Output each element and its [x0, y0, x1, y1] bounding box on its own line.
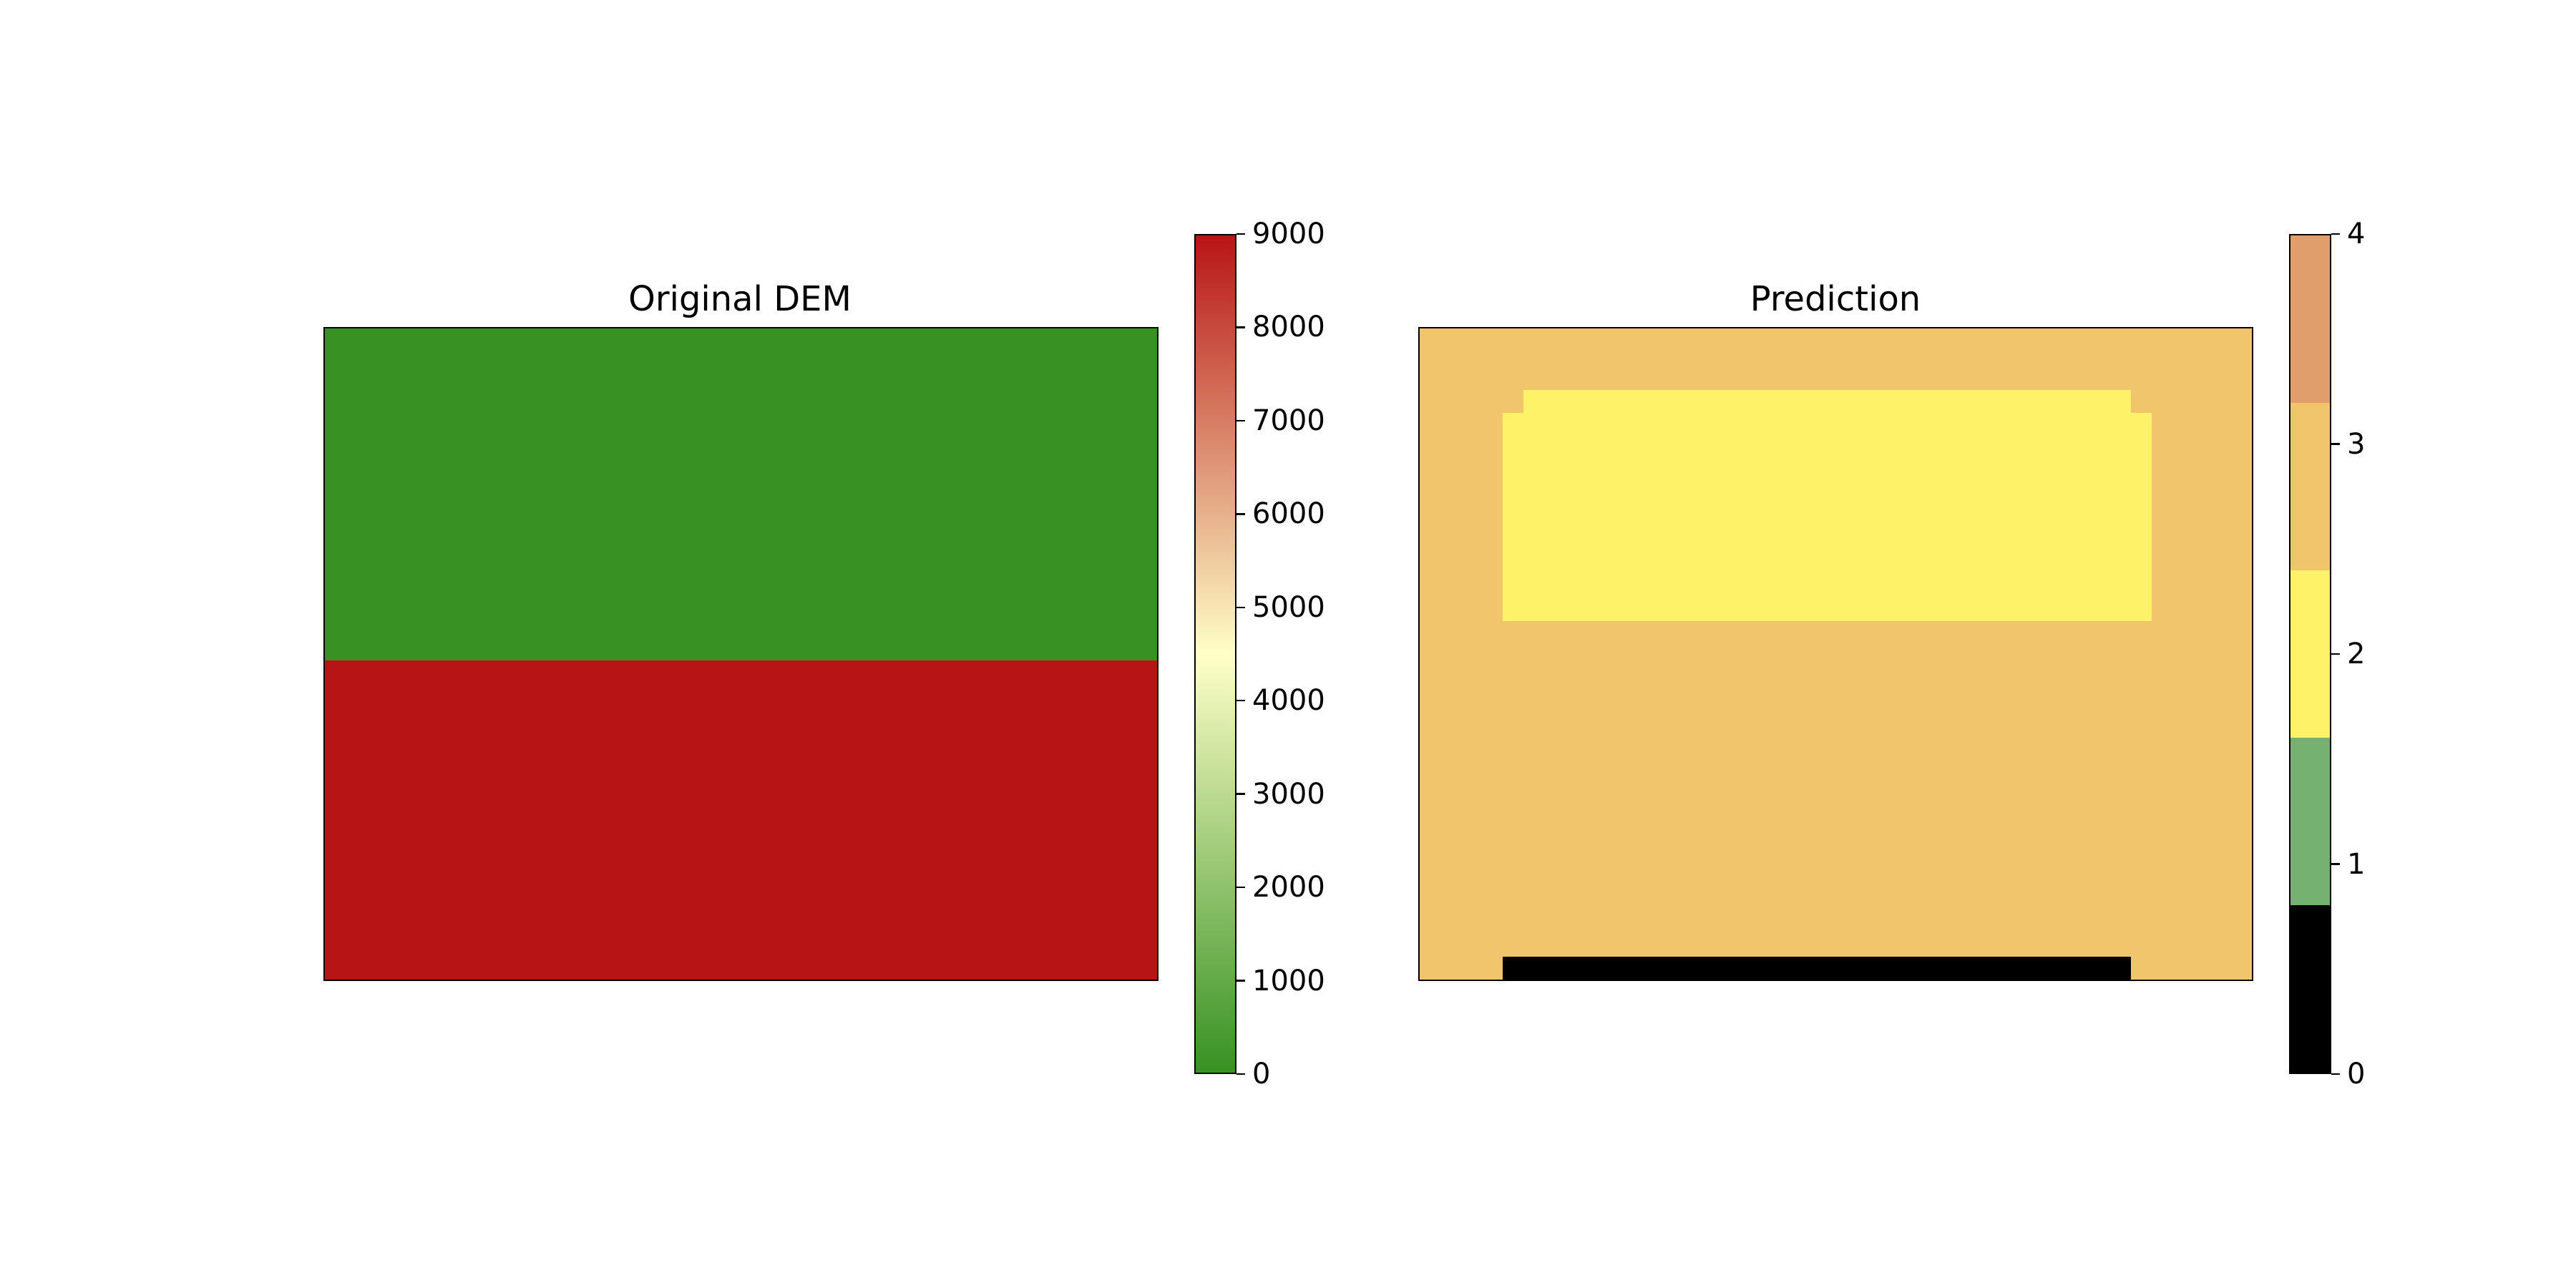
- prediction-colorbar-tick-label: 2: [2347, 638, 2366, 670]
- dem-colorbar-tick: [1236, 699, 1245, 702]
- dem-colorbar-tick: [1236, 1073, 1245, 1075]
- dem-colorbar-tick-label: 4000: [1252, 684, 1325, 718]
- dem-colorbar-tick: [1236, 233, 1245, 235]
- dem-colorbar-tick-label: 3000: [1252, 777, 1325, 811]
- prediction-chart-title: Prediction: [1750, 279, 1921, 319]
- prediction-colorbar-tick-label: 4: [2347, 218, 2366, 250]
- dem-region-1: [325, 660, 1157, 980]
- dem-colorbar-tick-label: 6000: [1252, 497, 1325, 531]
- prediction-colorbar-tick: [2331, 653, 2340, 655]
- prediction-colorbar-tick: [2331, 443, 2340, 445]
- dem-chart-title: Original DEM: [628, 279, 852, 319]
- dem-colorbar-tick: [1236, 980, 1245, 982]
- dem-colorbar-tick-label: 1000: [1252, 964, 1325, 997]
- dem-colorbar-tick: [1236, 326, 1245, 328]
- prediction-colorbar-tick-label: 0: [2347, 1058, 2366, 1091]
- dem-colorbar-tick-label: 9000: [1252, 218, 1325, 250]
- prediction-region-2: [1503, 957, 2132, 980]
- prediction-colorbar: [2289, 234, 2331, 1074]
- dem-colorbar-tick-label: 2000: [1252, 871, 1325, 904]
- dem-colorbar-tick-label: 5000: [1252, 590, 1325, 624]
- prediction-colorbar-tick: [2331, 1073, 2340, 1075]
- dem-colorbar-tick: [1236, 886, 1245, 889]
- prediction-colorbar-tick-label: 1: [2347, 847, 2366, 881]
- dem-colorbar-tick: [1236, 513, 1245, 515]
- prediction-region-1: [1503, 413, 2152, 622]
- dem-colorbar-tick-label: 7000: [1252, 404, 1325, 437]
- dem-region-0: [325, 328, 1157, 661]
- dem-colorbar-tick: [1236, 793, 1245, 795]
- prediction-colorbar-tick: [2331, 233, 2340, 235]
- dem-colorbar-tick-label: 0: [1252, 1058, 1271, 1091]
- dem-colorbar-tick: [1236, 606, 1245, 609]
- dem-colorbar: [1194, 234, 1236, 1074]
- dem-heatmap: [323, 327, 1158, 981]
- prediction-colorbar-tick-label: 3: [2347, 427, 2366, 461]
- dem-colorbar-tick: [1236, 419, 1245, 422]
- dem-colorbar-tick-label: 8000: [1252, 311, 1325, 344]
- prediction-heatmap: [1418, 327, 2253, 981]
- prediction-colorbar-tick: [2331, 863, 2340, 865]
